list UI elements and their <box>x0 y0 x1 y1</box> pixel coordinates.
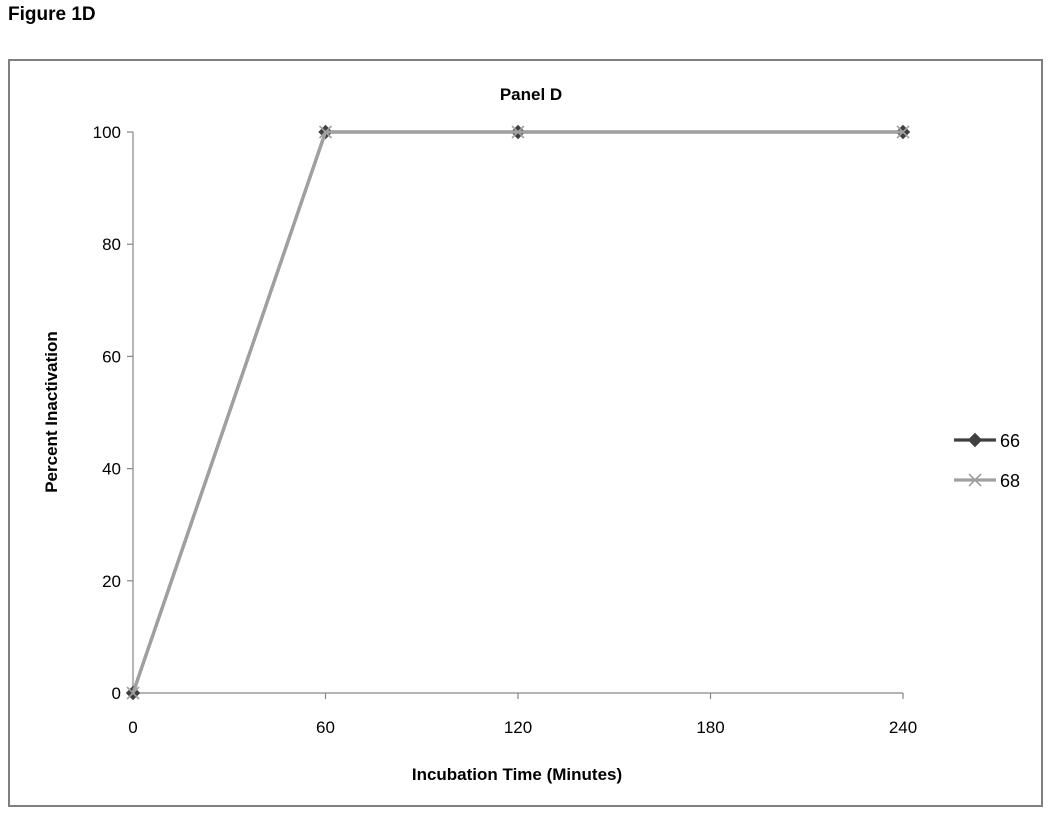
chart-title: Panel D <box>500 85 562 104</box>
legend-item-68: 68 <box>954 471 1020 491</box>
y-tick-label: 40 <box>102 460 121 479</box>
x-tick-label: 240 <box>889 718 917 737</box>
y-tick-label: 80 <box>102 235 121 254</box>
data-point-68 <box>318 125 333 139</box>
legend-marker <box>967 432 983 448</box>
series-66 <box>125 124 911 701</box>
axes: 0 20 40 60 80 100 0 60 120 180 240 <box>93 123 918 737</box>
data-point-68 <box>896 125 910 139</box>
data-point-68 <box>511 125 525 139</box>
series-68 <box>126 125 910 700</box>
x-tick-label: 0 <box>128 718 137 737</box>
figure-heading: Figure 1D <box>8 4 96 25</box>
y-tick-label: 60 <box>102 347 121 366</box>
x-tick-label: 120 <box>504 718 532 737</box>
y-tick-label: 20 <box>102 572 121 591</box>
x-tick-label: 180 <box>696 718 724 737</box>
y-tick-label: 100 <box>93 123 121 142</box>
legend-item-66: 66 <box>954 431 1020 451</box>
x-tick-label: 60 <box>316 718 335 737</box>
chart-frame <box>8 59 1043 807</box>
data-point-68 <box>126 686 140 700</box>
x-axis-title: Incubation Time (Minutes) <box>412 765 622 784</box>
y-axis-title: Percent Inactivation <box>42 331 61 493</box>
y-tick-label: 0 <box>112 684 121 703</box>
legend-marker <box>968 473 982 487</box>
series-line-68 <box>131 130 903 694</box>
series-line-66 <box>131 130 903 694</box>
legend: 66 68 <box>954 431 1020 491</box>
legend-label: 68 <box>1000 471 1020 491</box>
legend-label: 66 <box>1000 431 1020 451</box>
series-layer <box>125 124 911 701</box>
